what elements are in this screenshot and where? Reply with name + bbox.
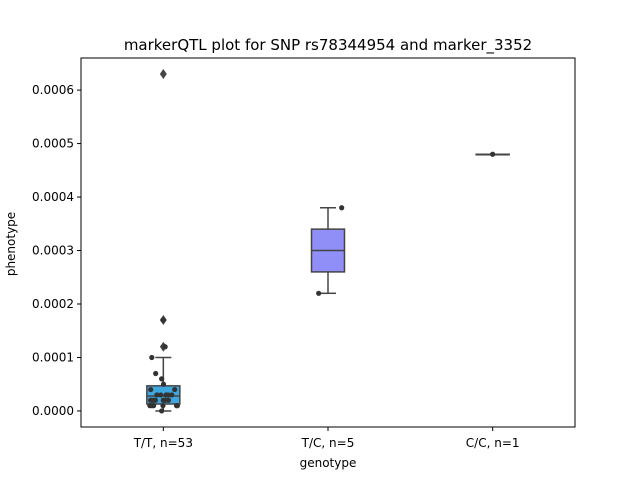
x-axis-label: genotype	[300, 456, 357, 470]
data-point	[160, 317, 166, 323]
y-tick-label: 0.0000	[32, 404, 74, 418]
data-point	[172, 386, 178, 393]
data-point	[316, 290, 322, 296]
y-axis-label: phenotype	[4, 212, 18, 276]
y-tick-label: 0.0006	[32, 83, 74, 97]
outlier-marker	[159, 69, 167, 80]
data-point	[339, 205, 345, 211]
y-tick-label: 0.0003	[32, 244, 74, 258]
x-tick-label: C/C, n=1	[466, 436, 520, 450]
data-point	[150, 397, 156, 403]
data-point	[160, 403, 166, 409]
data-point	[159, 408, 165, 414]
y-tick-label: 0.0005	[32, 137, 74, 151]
data-point	[169, 392, 175, 398]
data-point	[148, 386, 154, 393]
y-tick-label: 0.0004	[32, 190, 74, 204]
chart-title: markerQTL plot for SNP rs78344954 and ma…	[124, 36, 532, 55]
data-point	[158, 392, 164, 398]
data-point	[162, 344, 168, 350]
data-point	[153, 370, 159, 377]
data-point	[149, 354, 155, 361]
data-point	[174, 403, 181, 409]
x-tick-label: T/C, n=5	[301, 436, 355, 450]
plot-area	[146, 69, 510, 414]
data-point	[154, 392, 160, 398]
data-point	[159, 376, 165, 382]
data-point	[490, 151, 496, 157]
x-tick-label: T/T, n=53	[133, 436, 193, 450]
y-tick-label: 0.0002	[32, 297, 74, 311]
data-point	[162, 397, 168, 403]
y-tick-label: 0.0001	[32, 350, 74, 364]
data-point	[165, 392, 171, 398]
data-point	[160, 381, 167, 387]
data-point	[149, 403, 155, 409]
